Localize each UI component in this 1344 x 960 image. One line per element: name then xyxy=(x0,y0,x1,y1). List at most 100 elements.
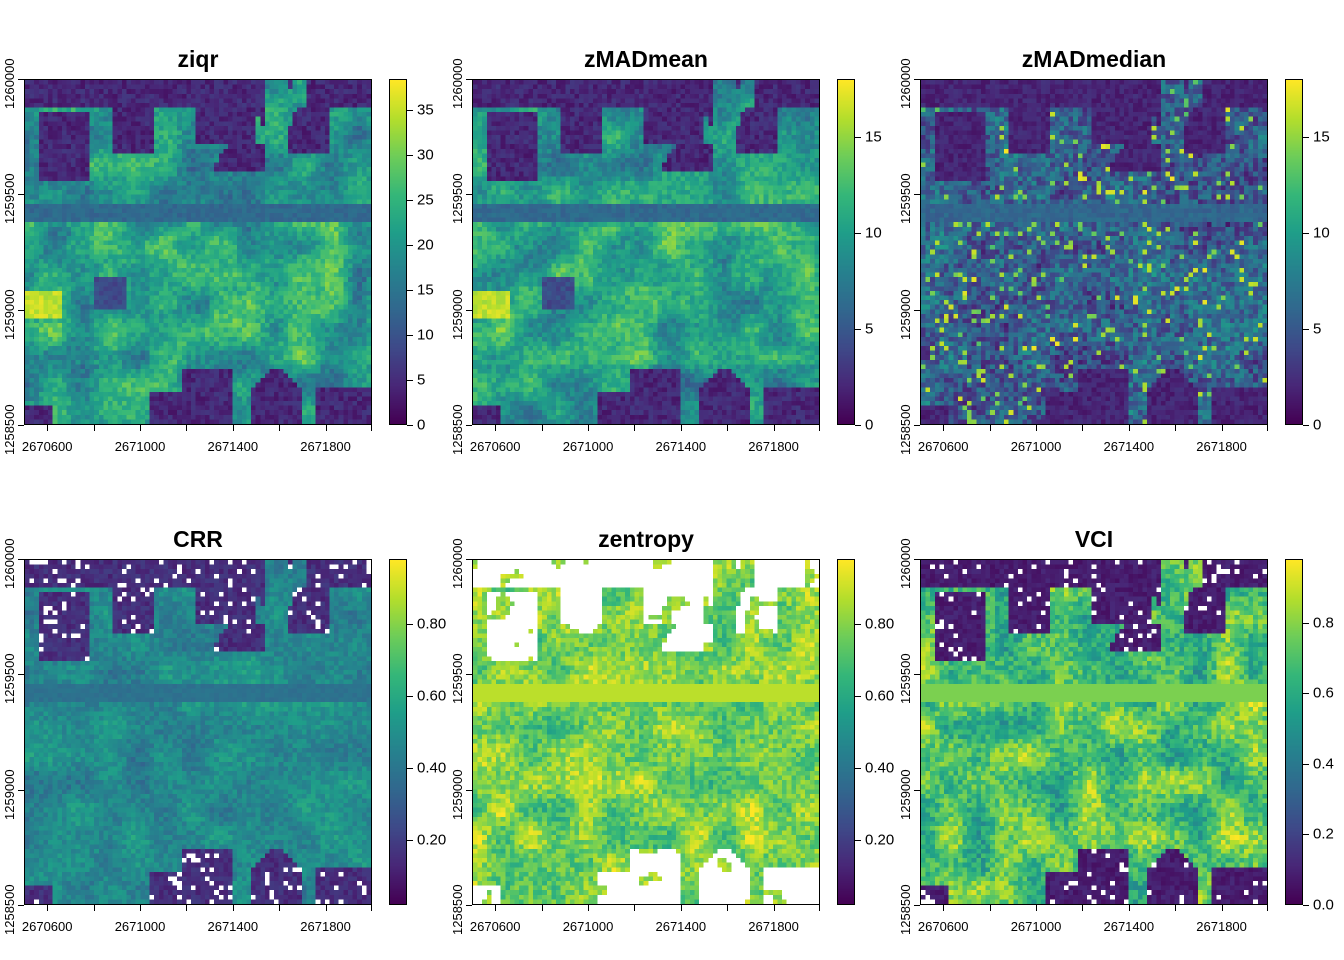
colorbar-tick xyxy=(407,623,413,625)
x-tick-label: 2670600 xyxy=(21,439,73,454)
colorbar-tick xyxy=(1303,425,1309,426)
x-tick-label: 2671000 xyxy=(562,919,614,934)
x-tick-mark xyxy=(1036,905,1037,911)
y-tick-label: 1258500 xyxy=(2,404,17,455)
x-tick-label: 2671400 xyxy=(1103,919,1155,934)
x-tick-label: 2670600 xyxy=(469,439,521,454)
x-tick-mark xyxy=(371,905,372,911)
colorbar-label: 0.40 xyxy=(417,759,447,777)
y-tick-label: 1260000 xyxy=(450,58,465,109)
x-tick-label: 2670600 xyxy=(917,439,969,454)
colorbar-label: 10 xyxy=(1313,224,1330,242)
x-tick-mark xyxy=(588,425,589,431)
colorbar-gradient xyxy=(838,80,854,424)
x-tick-label: 2670600 xyxy=(21,919,73,934)
colorbar-label: 10 xyxy=(417,326,434,344)
x-tick-mark xyxy=(588,905,589,911)
colorbar xyxy=(389,559,407,905)
colorbar-tick xyxy=(855,136,861,138)
colorbar-label: 0 xyxy=(1313,416,1322,434)
colorbar-label: 0.0 xyxy=(1313,896,1334,914)
colorbar-label: 35 xyxy=(417,101,434,119)
x-tick-label: 2671400 xyxy=(655,919,707,934)
x-tick-mark xyxy=(47,905,49,911)
x-tick-label: 2671400 xyxy=(655,439,707,454)
x-tick-mark xyxy=(727,905,729,911)
x-tick-label: 2671800 xyxy=(1196,919,1247,934)
colorbar-tick xyxy=(855,840,861,842)
colorbar-tick xyxy=(855,425,861,426)
panel-title: ziqr xyxy=(177,46,219,72)
y-tick-mark xyxy=(466,194,472,196)
y-tick-label: 1258500 xyxy=(450,404,465,455)
x-tick-mark xyxy=(773,905,775,911)
x-tick-label: 2671000 xyxy=(1010,919,1062,934)
colorbar-label: 25 xyxy=(417,191,434,209)
y-tick-mark xyxy=(466,425,472,426)
y-tick-label: 1259000 xyxy=(2,289,17,340)
x-tick-label: 2671400 xyxy=(207,439,259,454)
colorbar-label: 0.20 xyxy=(417,831,447,849)
colorbar-gradient xyxy=(390,560,406,904)
colorbar-tick xyxy=(855,695,861,697)
y-tick-label: 1259500 xyxy=(898,653,913,705)
y-tick-label: 1259000 xyxy=(898,769,913,820)
y-tick-mark xyxy=(466,559,472,560)
x-tick-mark xyxy=(634,425,636,431)
x-tick-mark xyxy=(186,905,188,911)
colorbar-tick xyxy=(407,695,413,697)
x-tick-label: 2671400 xyxy=(1103,439,1155,454)
y-tick-mark xyxy=(914,559,920,560)
y-tick-label: 1260000 xyxy=(898,538,913,589)
colorbar-tick xyxy=(407,245,413,247)
x-tick-mark xyxy=(279,425,281,431)
x-tick-mark xyxy=(1221,425,1223,431)
colorbar-tick xyxy=(1303,834,1309,836)
x-tick-mark xyxy=(819,905,820,911)
x-tick-mark xyxy=(680,905,682,911)
y-tick-label: 1259500 xyxy=(898,173,913,225)
y-tick-label: 1259000 xyxy=(2,769,17,820)
colorbar-label: 0.80 xyxy=(417,615,447,633)
y-tick-label: 1258500 xyxy=(898,404,913,455)
x-tick-mark xyxy=(989,905,991,911)
colorbar-label: 20 xyxy=(417,236,434,254)
y-tick-mark xyxy=(466,309,472,311)
colorbar-tick xyxy=(855,623,861,625)
colorbar-tick xyxy=(1303,905,1309,906)
y-tick-mark xyxy=(466,789,472,791)
x-tick-label: 2671000 xyxy=(1010,439,1062,454)
raster-map xyxy=(920,559,1268,905)
x-tick-mark xyxy=(1175,905,1177,911)
colorbar-tick xyxy=(1303,232,1309,234)
colorbar-tick xyxy=(855,328,861,330)
x-tick-label: 2670600 xyxy=(469,919,521,934)
x-tick-mark xyxy=(727,425,729,431)
colorbar-tick xyxy=(407,425,413,426)
colorbar-tick xyxy=(1303,136,1309,138)
colorbar-tick xyxy=(1303,328,1309,330)
colorbar-label: 0.60 xyxy=(417,687,447,705)
x-tick-mark xyxy=(232,425,234,431)
raster-cells xyxy=(473,80,819,424)
y-tick-mark xyxy=(466,79,472,80)
y-tick-mark xyxy=(466,674,472,676)
colorbar-label: 5 xyxy=(865,320,874,338)
x-tick-mark xyxy=(495,425,497,431)
colorbar-label: 5 xyxy=(417,371,426,389)
colorbar xyxy=(1285,559,1303,905)
x-tick-mark xyxy=(1082,425,1084,431)
colorbar-label: 0 xyxy=(417,416,426,434)
panel-title: zMADmean xyxy=(584,46,708,72)
x-tick-mark xyxy=(1267,905,1268,911)
y-tick-mark xyxy=(914,905,920,906)
colorbar-label: 5 xyxy=(1313,320,1322,338)
colorbar-tick xyxy=(1303,763,1309,765)
y-tick-label: 1258500 xyxy=(2,884,17,935)
y-tick-mark xyxy=(18,674,24,676)
colorbar-tick xyxy=(407,155,413,157)
y-tick-mark xyxy=(466,905,472,906)
y-tick-label: 1258500 xyxy=(450,884,465,935)
colorbar-label: 0.4 xyxy=(1313,755,1334,773)
